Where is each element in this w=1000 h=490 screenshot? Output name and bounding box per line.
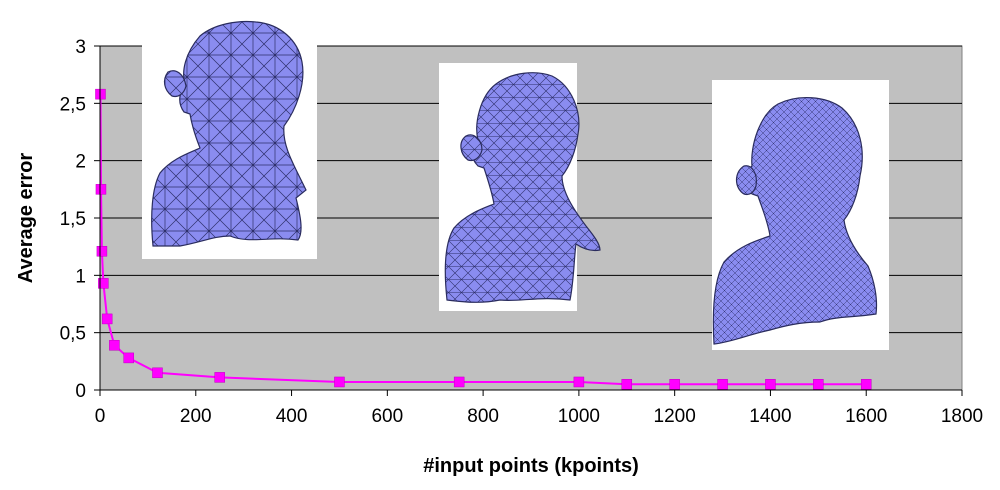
y-tick-label: 0	[75, 381, 86, 402]
x-tick-label: 1400	[749, 406, 791, 427]
data-point	[860, 379, 872, 390]
y-tick-label: 1	[75, 266, 86, 287]
data-point	[96, 246, 108, 257]
data-point	[334, 376, 345, 388]
x-tick-label: 1600	[845, 406, 887, 427]
x-tick-label: 600	[371, 406, 403, 427]
x-tick-label: 800	[467, 406, 499, 427]
series-layer	[95, 88, 872, 390]
y-tick-label: 0,5	[60, 324, 86, 345]
x-tick-label: 200	[180, 406, 212, 427]
series-line	[99, 94, 867, 386]
y-axis-title: Average error	[15, 153, 37, 284]
y-tick-label: 2,5	[60, 94, 86, 115]
x-tick-label: 400	[276, 406, 308, 427]
data-point	[123, 352, 134, 364]
y-tick-label: 1,5	[60, 209, 86, 230]
x-tick-label: 0	[95, 406, 106, 427]
data-point	[152, 367, 163, 379]
bust-mesh-coarse	[142, 20, 317, 259]
x-axis-ticks: 0 200 400 600 800 1000 1200 1400 1600 1800	[95, 390, 983, 427]
x-axis-title: #input points (kpoints)	[423, 455, 639, 477]
data-point	[813, 379, 824, 390]
y-tick-label: 2	[75, 152, 86, 173]
y-tick-label: 3	[75, 37, 86, 58]
data-point	[717, 379, 728, 390]
y-axis-ticks: 0 0,5 1 1,5 2 2,5 3	[60, 37, 100, 402]
bust-mesh-fine	[712, 80, 889, 350]
data-point	[101, 313, 113, 325]
data-point	[621, 379, 633, 390]
x-tick-label: 1800	[941, 406, 983, 427]
x-tick-label: 1000	[558, 406, 600, 427]
bust-mesh-medium	[439, 63, 601, 311]
data-point	[109, 340, 120, 351]
data-point	[214, 372, 225, 383]
data-point	[95, 184, 107, 195]
data-point	[98, 278, 109, 289]
data-point	[765, 379, 776, 390]
data-point	[453, 376, 465, 388]
x-tick-label: 1200	[654, 406, 696, 427]
data-point	[669, 379, 680, 390]
data-point	[573, 376, 585, 388]
